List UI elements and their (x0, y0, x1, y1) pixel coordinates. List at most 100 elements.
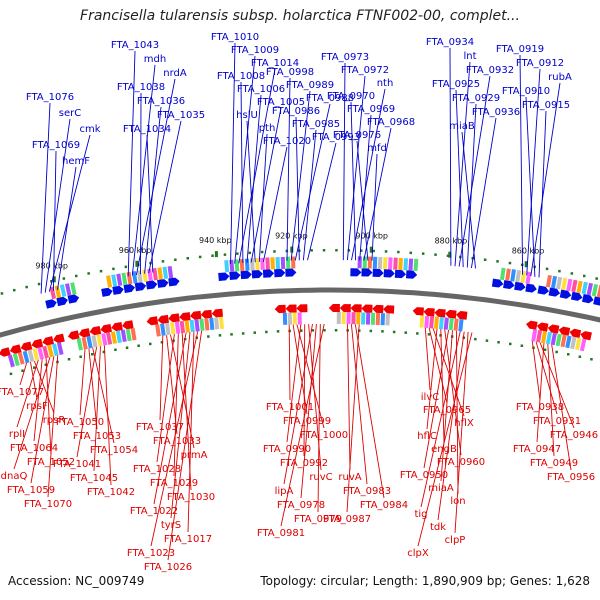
feature-block (419, 315, 425, 328)
feature-block (351, 312, 356, 325)
inner-ring-dot (590, 358, 593, 361)
forward-gene-label: FTA_0919 (496, 44, 544, 55)
outer-ring-dot (75, 274, 78, 278)
feature-block (229, 259, 235, 272)
forward-gene-arrow (274, 268, 286, 278)
reverse-label-leader (424, 327, 431, 391)
reverse-gene-arrow (383, 305, 395, 314)
inner-ring-dot (381, 330, 384, 333)
reverse-label-leader (423, 329, 450, 469)
inner-ring-dot (218, 334, 222, 337)
ruler-tick (369, 246, 373, 253)
feature-block-shape (142, 269, 148, 282)
forward-gene-label: pth (259, 123, 276, 134)
reverse-label-leader (454, 331, 469, 534)
gene-arrow-shape (350, 268, 362, 277)
feature-block (255, 257, 260, 271)
reverse-gene-arrow (89, 326, 102, 336)
inner-ring-dot (67, 358, 71, 361)
reverse-label-leader (551, 344, 572, 471)
reverse-label-leader (283, 324, 313, 485)
gene-arrow-shape (274, 304, 286, 314)
feature-block (234, 259, 240, 272)
forward-gene-arrow (383, 269, 395, 278)
feature-block (91, 335, 98, 348)
forward-gene-arrow (240, 270, 252, 280)
reverse-gene-arrow (285, 304, 297, 313)
feature-block-shape (76, 338, 84, 351)
reverse-label-leader (444, 329, 462, 456)
outer-ring-dot (384, 250, 388, 253)
inner-ring-dot (253, 331, 256, 334)
reverse-label-leader (440, 330, 453, 482)
feature-block-shape (81, 337, 88, 350)
reverse-gene-arrow (0, 347, 11, 357)
gene-arrow-shape (570, 291, 583, 301)
reverse-gene-arrow (200, 309, 213, 319)
gene-arrow-shape (211, 308, 224, 318)
map-title: Francisella tularensis subsp. holarctica… (80, 8, 520, 24)
feature-block-shape (575, 337, 582, 351)
forward-gene-label: FTA_0912 (516, 58, 564, 69)
outer-ring-dot (37, 282, 41, 286)
feature-block-shape (438, 317, 444, 330)
forward-gene-arrow (503, 280, 515, 290)
gene-arrow-shape (559, 289, 572, 299)
feature-block (520, 270, 527, 284)
reverse-gene-label: ruvC (309, 472, 332, 483)
feature-block (209, 317, 215, 330)
outer-ring-dot (223, 253, 227, 256)
reverse-gene-arrow (328, 303, 340, 313)
feature-block-shape (419, 315, 425, 328)
gene-arrow-shape (491, 278, 504, 288)
gene-arrow-shape (56, 296, 68, 307)
feature-block (382, 257, 388, 270)
reverse-gene-arrow (434, 308, 446, 318)
feature-block-shape (356, 312, 361, 325)
gene-arrow-shape (42, 336, 54, 346)
forward-label-leader (356, 140, 369, 261)
ruler-tick-label: 940 kbp (199, 236, 232, 245)
feature-block (81, 337, 88, 350)
feature-block (76, 338, 84, 351)
feature-block (380, 313, 386, 326)
feature-block-shape (229, 259, 235, 272)
forward-gene-arrow (56, 296, 68, 307)
gene-arrow-shape (157, 279, 169, 288)
forward-gene-label: FTA_1038 (117, 82, 165, 93)
outer-ring-dot (446, 254, 450, 257)
gene-arrow-shape (285, 268, 297, 277)
reverse-label-leader (437, 331, 465, 521)
forward-gene-label: FTA_1069 (32, 140, 80, 151)
feature-block-shape (169, 322, 176, 335)
gene-arrow-shape (67, 330, 80, 340)
forward-gene-label: FTA_0985 (292, 119, 340, 130)
feature-block (160, 323, 166, 336)
reverse-label-leader (354, 324, 385, 499)
reverse-label-leader (79, 349, 86, 416)
feature-block (591, 283, 599, 297)
feature-block-shape (265, 257, 270, 270)
feature-block-shape (336, 311, 341, 325)
outer-ring-dot (558, 269, 561, 273)
forward-label-leader (530, 82, 561, 277)
outer-ring-dot (260, 250, 264, 254)
feature-block-shape (565, 335, 572, 349)
feature-block (291, 256, 296, 269)
feature-block (147, 268, 153, 282)
forward-label-leader (519, 54, 524, 275)
outer-ring-dot (124, 265, 128, 269)
reverse-label-leader (417, 332, 473, 547)
forward-label-leader (290, 90, 311, 261)
inner-ring-dot (149, 342, 152, 346)
forward-gene-arrow (350, 268, 362, 277)
reverse-label-leader (300, 324, 317, 499)
forward-gene-label: FTA_0910 (502, 86, 550, 97)
feature-block (356, 312, 361, 325)
gene-arrow-shape (580, 331, 592, 341)
feature-block (576, 280, 583, 294)
forward-gene-label: nrdA (163, 68, 187, 79)
feature-block-shape (106, 332, 113, 345)
feature-block-shape (59, 284, 67, 297)
forward-label-leader (246, 94, 262, 263)
